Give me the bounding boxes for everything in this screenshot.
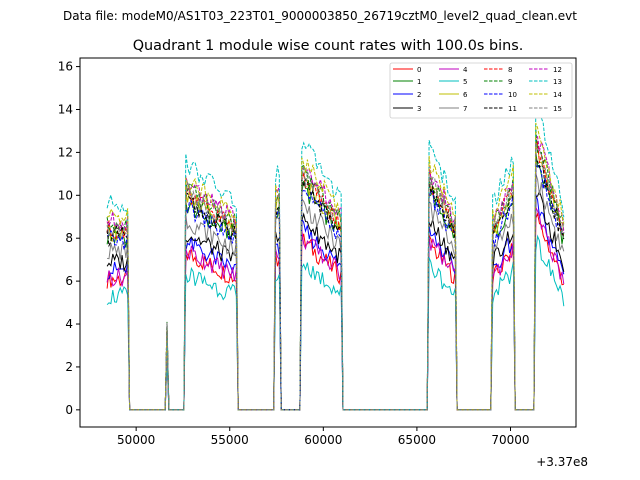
series-line-1 [106, 151, 565, 411]
legend-label: 6 [463, 91, 468, 99]
chart-title: Quadrant 1 module wise count rates with … [133, 38, 524, 54]
series-line-10 [106, 163, 565, 411]
y-tick-label: 8 [65, 231, 73, 245]
y-tick-label: 14 [58, 102, 73, 116]
series-line-12 [106, 135, 565, 411]
x-tick-label: 60000 [304, 433, 342, 447]
series-line-15 [106, 142, 565, 411]
legend-label: 3 [417, 105, 421, 113]
y-tick-label: 6 [65, 274, 73, 288]
y-tick-label: 2 [65, 360, 73, 374]
x-axis-offset-label: +3.37e8 [536, 455, 588, 469]
legend-label: 10 [508, 91, 517, 99]
y-tick-label: 4 [65, 317, 73, 331]
x-tick-label: 55000 [211, 433, 249, 447]
series-layer [106, 103, 565, 411]
legend-label: 11 [508, 105, 517, 113]
plot-frame [79, 57, 577, 428]
series-line-0 [106, 212, 564, 411]
legend-label: 4 [463, 66, 468, 74]
legend-label: 8 [508, 66, 512, 74]
legend-label: 5 [463, 78, 467, 86]
chart-suptitle: Data file: modeM0/AS1T03_223T01_90000038… [63, 9, 577, 23]
legend-label: 2 [417, 91, 421, 99]
legend-label: 1 [417, 78, 421, 86]
y-tick-label: 12 [58, 145, 73, 159]
series-line-13 [106, 103, 565, 411]
series-line-9 [106, 129, 565, 411]
series-line-8 [106, 141, 565, 411]
legend-label: 14 [553, 91, 562, 99]
x-axis: 50000 55000 60000 65000 70000 [117, 427, 530, 447]
series-line-14 [107, 122, 565, 411]
y-tick-label: 16 [58, 60, 73, 74]
legend-label: 13 [553, 78, 562, 86]
series-line-6 [106, 139, 565, 411]
legend-label: 0 [417, 66, 421, 74]
legend-label: 12 [553, 66, 562, 74]
legend-label: 7 [463, 105, 467, 113]
series-line-11 [106, 157, 565, 411]
legend-box [389, 62, 573, 119]
y-tick-label: 10 [58, 188, 73, 202]
legend-label: 9 [508, 78, 512, 86]
legend-label: 15 [553, 105, 562, 113]
y-axis: 0 2 4 6 8 10 12 14 16 [58, 60, 80, 417]
x-tick-label: 70000 [491, 433, 529, 447]
x-tick-label: 50000 [117, 433, 155, 447]
x-tick-label: 65000 [398, 433, 436, 447]
y-tick-label: 0 [65, 403, 73, 417]
